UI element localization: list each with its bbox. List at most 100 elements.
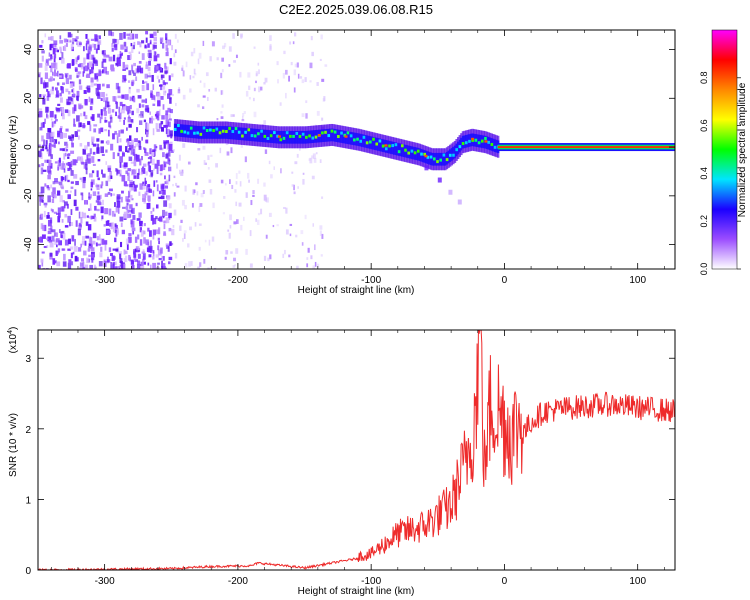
noise-cell	[62, 261, 67, 267]
noise-cell	[123, 106, 128, 110]
noise-cell	[110, 262, 113, 269]
sparse-cell	[321, 233, 324, 239]
noise-cell	[141, 99, 146, 103]
noise-cell	[168, 143, 173, 151]
track-core	[215, 127, 219, 131]
sparse-cell	[242, 112, 245, 117]
noise-cell	[126, 199, 131, 203]
track-body	[349, 131, 353, 145]
noise-cell	[115, 205, 119, 213]
track-body	[204, 126, 207, 139]
noise-cell	[55, 212, 60, 215]
noise-cell	[144, 177, 147, 184]
track-body	[229, 126, 233, 140]
track-body	[377, 138, 380, 151]
noise-cell	[147, 162, 150, 166]
track-body	[418, 148, 422, 162]
track-body	[261, 129, 265, 143]
sparse-cell	[257, 62, 260, 66]
track-body	[301, 130, 305, 144]
noise-cell	[46, 185, 50, 189]
noise-cell	[90, 215, 93, 220]
snr-y-multiplier: (x104)	[7, 327, 19, 354]
noise-cell	[110, 193, 112, 197]
noise-cell	[127, 172, 130, 176]
noise-cell	[68, 259, 72, 264]
sparse-cell	[173, 61, 177, 66]
noise-cell	[147, 164, 150, 172]
track-body	[397, 143, 401, 156]
noise-cell	[88, 245, 92, 250]
noise-cell	[43, 245, 48, 249]
sparse-cell	[182, 70, 185, 77]
noise-cell	[78, 135, 80, 140]
sparse-cell	[296, 265, 299, 269]
noise-cell	[116, 169, 120, 174]
noise-cell	[140, 171, 143, 176]
track-core	[397, 150, 401, 154]
noise-cell	[129, 96, 132, 102]
sparse-cell	[174, 252, 178, 259]
sparse-cell	[267, 257, 270, 262]
track-body	[220, 126, 223, 139]
track-body	[333, 129, 337, 142]
noise-cell	[145, 171, 148, 176]
track-core	[420, 152, 423, 156]
noise-cell	[148, 230, 152, 237]
noise-cell	[71, 41, 75, 45]
noise-cell	[136, 127, 139, 133]
noise-cell	[156, 184, 159, 192]
noise-cell	[93, 63, 96, 66]
noise-cell	[145, 139, 149, 144]
noise-cell	[144, 152, 149, 156]
noise-cell	[71, 140, 73, 145]
sparse-cell	[183, 230, 187, 233]
noise-cell	[60, 206, 64, 212]
sparse-cell	[172, 183, 174, 187]
noise-cell	[114, 43, 118, 51]
track-core	[228, 126, 231, 130]
noise-cell	[78, 222, 82, 226]
track-body	[492, 138, 495, 152]
noise-cell	[140, 261, 144, 267]
noise-cell	[43, 80, 46, 86]
track-core	[234, 127, 238, 131]
noise-cell	[67, 153, 71, 156]
track-core	[369, 140, 372, 144]
x-tick-label: -300	[95, 275, 115, 286]
noise-cell	[131, 139, 135, 147]
track-body	[228, 126, 231, 140]
sparse-cell	[319, 230, 322, 237]
noise-cell	[162, 104, 165, 110]
track-body	[303, 130, 306, 144]
sparse-cell	[288, 254, 291, 258]
track-core	[218, 131, 222, 135]
track-body	[428, 151, 431, 165]
track-body	[361, 134, 364, 147]
noise-cell	[59, 97, 63, 103]
noise-cell	[131, 66, 134, 72]
sparse-cell	[248, 179, 250, 183]
noise-cell	[119, 156, 123, 163]
snr-y-axis-label: SNR (10 * v/v)	[8, 413, 19, 477]
track-body	[479, 134, 482, 148]
sparse-cell	[193, 47, 196, 54]
track-core	[324, 130, 327, 134]
track-core	[372, 137, 375, 141]
noise-cell	[148, 247, 152, 253]
noise-cell	[126, 243, 129, 250]
noise-cell	[141, 85, 146, 92]
noise-cell	[79, 42, 82, 46]
noise-cell	[130, 181, 134, 186]
sparse-cell	[301, 113, 305, 118]
noise-cell	[152, 207, 155, 212]
track-body	[223, 126, 226, 139]
noise-cell	[159, 109, 161, 116]
track-body	[380, 138, 383, 152]
noise-cell	[105, 93, 108, 97]
sparse-cell	[183, 233, 186, 239]
noise-cell	[75, 36, 79, 40]
noise-cell	[149, 111, 151, 115]
sparse-cell	[291, 184, 295, 187]
